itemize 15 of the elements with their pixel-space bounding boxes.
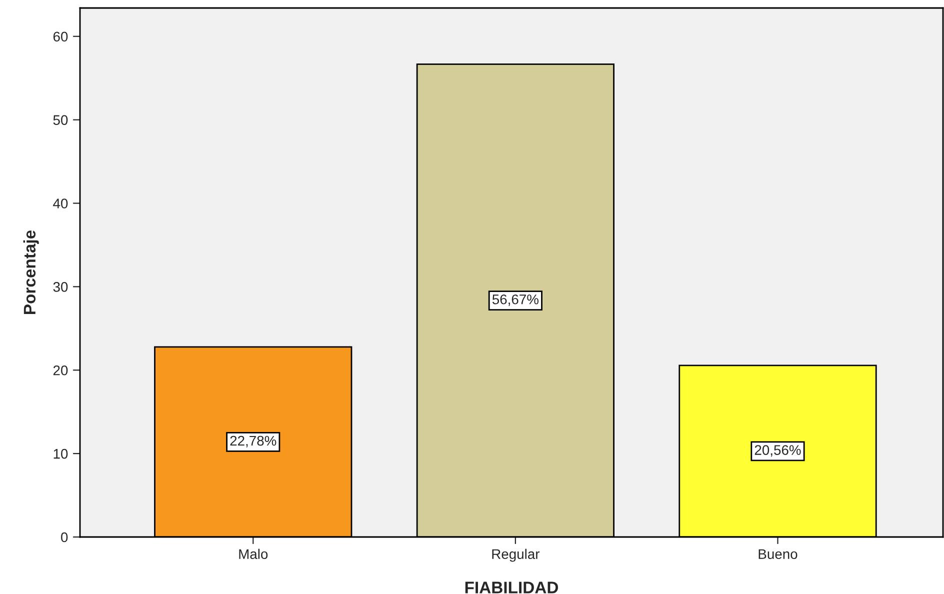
y-tick-label: 50	[53, 115, 68, 125]
y-tick-label: 0	[61, 532, 68, 542]
y-tick-label: 10	[54, 448, 68, 459]
x-tick-label: Malo	[239, 548, 268, 560]
y-tick-label: 20	[53, 365, 68, 376]
y-tick-label: 40	[53, 198, 68, 208]
x-tick-label: Regular	[492, 548, 540, 562]
y-tick-label: 60	[53, 32, 68, 42]
y-tick-label: 30	[53, 282, 68, 292]
x-tick-label: Bueno	[758, 549, 798, 560]
x-axis-title: FIABILIDAD	[465, 582, 558, 594]
y-axis-title: Porcentaje	[23, 230, 39, 314]
data-label: 22,78%	[230, 436, 276, 448]
data-label: 20,56%	[754, 445, 801, 457]
data-label: 56,67%	[492, 294, 538, 306]
